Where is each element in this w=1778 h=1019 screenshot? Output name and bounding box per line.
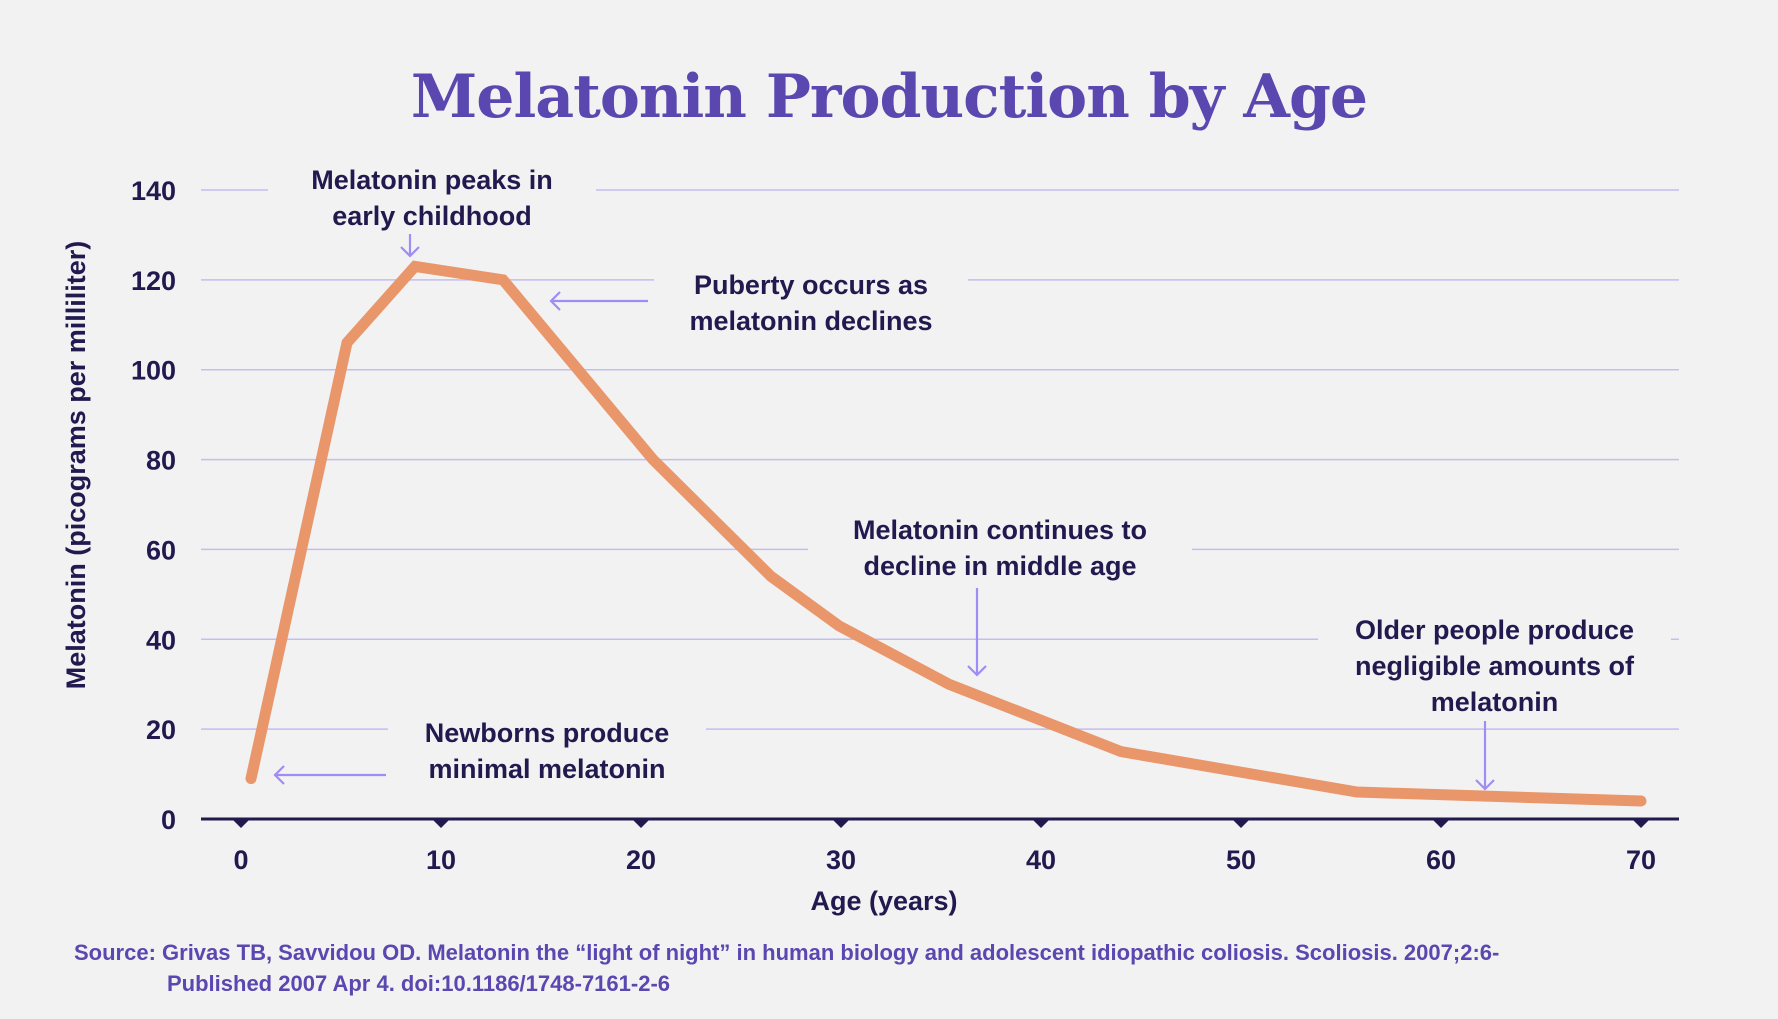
x-axis-title: Age (years) xyxy=(810,886,957,916)
y-tick-label: 60 xyxy=(146,535,176,565)
x-tick-mark xyxy=(432,819,450,828)
annotation-label: Melatonin continues to decline in middle… xyxy=(808,512,1192,584)
x-axis xyxy=(201,817,1679,828)
x-tick-mark xyxy=(1632,819,1650,828)
x-tick-label: 30 xyxy=(826,845,856,875)
x-tick-label: 0 xyxy=(233,845,248,875)
x-tick-labels: 0 10 20 30 40 50 60 70 xyxy=(233,845,1656,875)
x-tick-label: 10 xyxy=(426,845,456,875)
y-tick-labels: 0 20 40 60 80 100 120 140 xyxy=(131,176,176,835)
x-tick-label: 50 xyxy=(1226,845,1256,875)
annotation-arrow-icon xyxy=(400,232,420,258)
x-tick-mark xyxy=(632,819,650,828)
x-tick-label: 70 xyxy=(1626,845,1656,875)
y-tick-label: 80 xyxy=(146,446,176,476)
annotation-label: Melatonin peaks in early childhood xyxy=(268,162,596,234)
series-layer xyxy=(245,260,1647,807)
annotation-arrow-icon xyxy=(967,588,987,677)
x-tick-mark xyxy=(1032,819,1050,828)
y-axis-title: Melatonin (picograms per milliliter) xyxy=(61,241,91,690)
x-tick-mark xyxy=(1432,819,1450,828)
x-tick-label: 60 xyxy=(1426,845,1456,875)
annotation-label: Older people produce negligible amounts … xyxy=(1318,612,1671,720)
annotation-arrow-icon xyxy=(1475,721,1495,791)
annotation-arrow-icon xyxy=(273,765,386,785)
annotation-arrow-icon xyxy=(549,291,648,311)
y-tick-label: 40 xyxy=(146,625,176,655)
x-tick-mark xyxy=(832,819,850,828)
annotation-label: Newborns produce minimal melatonin xyxy=(388,715,706,787)
annotation-label: Puberty occurs as melatonin declines xyxy=(654,267,968,339)
y-tick-label: 0 xyxy=(161,805,176,835)
x-tick-label: 20 xyxy=(626,845,656,875)
annotation-arrows xyxy=(273,232,1495,791)
source-line-1: Source: Grivas TB, Savvidou OD. Melatoni… xyxy=(74,940,1500,965)
y-tick-label: 120 xyxy=(131,266,176,296)
y-tick-label: 100 xyxy=(131,356,176,386)
chart-title: Melatonin Production by Age xyxy=(410,62,1368,132)
x-tick-mark xyxy=(232,819,250,828)
x-tick-mark xyxy=(1232,819,1250,828)
y-tick-label: 140 xyxy=(131,176,176,206)
source-line-2: Published 2007 Apr 4. doi:10.1186/1748-7… xyxy=(167,971,671,996)
y-tick-label: 20 xyxy=(146,715,176,745)
x-tick-label: 40 xyxy=(1026,845,1056,875)
source-citation: Source: Grivas TB, Savvidou OD. Melatoni… xyxy=(74,937,1499,999)
